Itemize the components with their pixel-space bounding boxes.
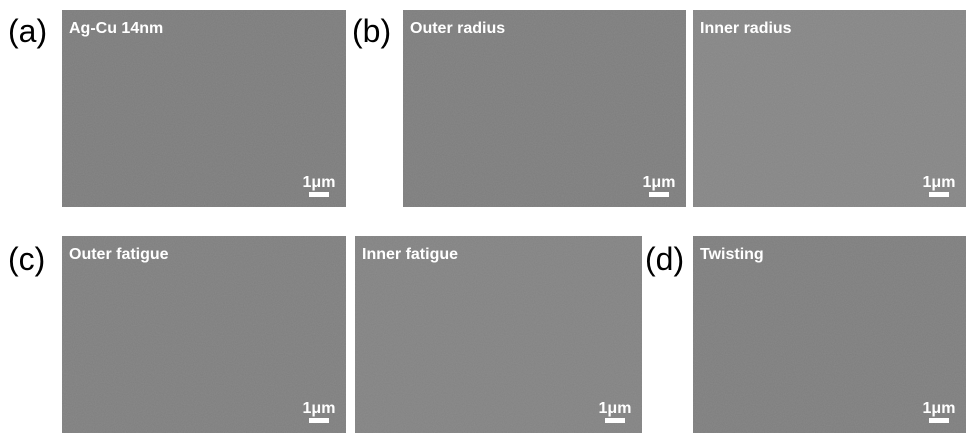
scale-bar-label: 1μm: [599, 400, 632, 417]
sem-image: Inner fatigue 1μm: [355, 236, 642, 433]
scale-bar-label: 1μm: [643, 174, 676, 191]
scale-bar: [605, 418, 625, 423]
panel-label: (a): [8, 13, 47, 49]
sem-image: Outer fatigue 1μm: [62, 236, 346, 433]
image-title: Outer fatigue: [69, 246, 169, 263]
sem-image: Inner radius 1μm: [693, 10, 966, 207]
panel-label: (c): [8, 241, 45, 277]
panel-label: (d): [645, 241, 684, 277]
figure: (a)Ag-Cu 14nm1μm(b)Outer radius1μmInner …: [0, 0, 966, 433]
panel-label: (b): [352, 13, 391, 49]
scale-bar: [309, 418, 329, 423]
sem-image: Outer radius 1μm: [403, 10, 686, 207]
scale-bar-label: 1μm: [303, 400, 336, 417]
image-title: Outer radius: [410, 20, 505, 37]
image-title: Twisting: [700, 246, 764, 263]
image-title: Ag-Cu 14nm: [69, 20, 163, 37]
scale-bar-label: 1μm: [923, 174, 956, 191]
sem-image: Twisting 1μm: [693, 236, 966, 433]
scale-bar: [929, 418, 949, 423]
image-title: Inner radius: [700, 20, 792, 37]
scale-bar: [929, 192, 949, 197]
scale-bar: [309, 192, 329, 197]
scale-bar: [649, 192, 669, 197]
sem-image: Ag-Cu 14nm 1μm: [62, 10, 346, 207]
image-title: Inner fatigue: [362, 246, 458, 263]
scale-bar-label: 1μm: [923, 400, 956, 417]
scale-bar-label: 1μm: [303, 174, 336, 191]
